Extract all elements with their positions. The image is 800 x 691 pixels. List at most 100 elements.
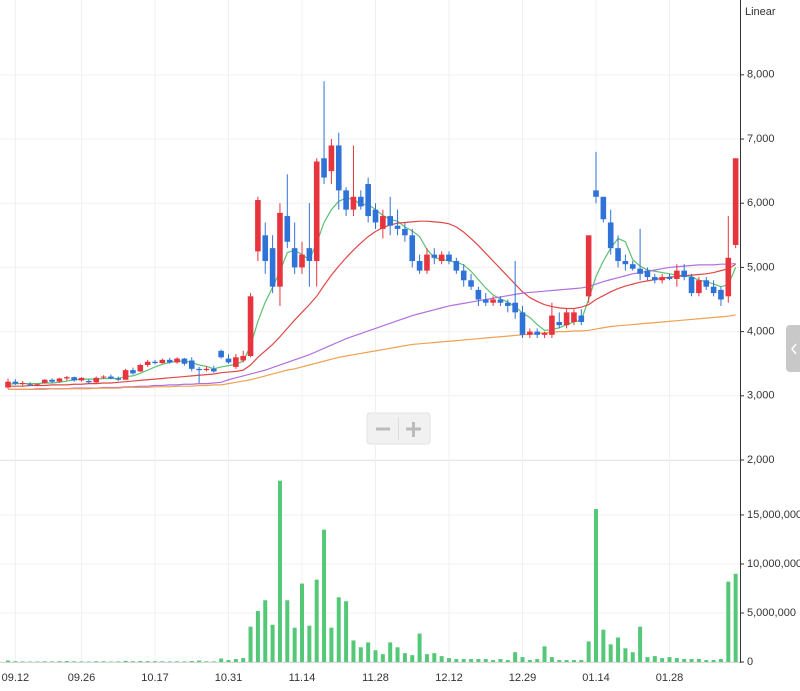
candle-body [666, 277, 673, 279]
volume-bar [513, 652, 518, 662]
candle-body [431, 254, 438, 258]
candle-body [394, 225, 401, 229]
volume-bar [153, 661, 157, 662]
candle-body [64, 377, 70, 379]
candle-body [541, 332, 548, 335]
volume-bar [667, 657, 672, 662]
volume-bar [718, 659, 723, 662]
volume-bar [13, 661, 18, 662]
candle-body [644, 270, 651, 278]
candle-body [365, 183, 371, 217]
volume-bar [241, 658, 246, 662]
side-tab[interactable] [786, 325, 800, 372]
volume-bar [351, 640, 356, 662]
candle-body [460, 270, 467, 281]
candle-body [284, 216, 291, 242]
candle-body [387, 216, 393, 226]
candle-body [108, 376, 114, 379]
candle-body [12, 381, 19, 384]
y2-tick-label: 0 [747, 656, 753, 668]
candle-body [585, 235, 592, 297]
candle-body [343, 190, 349, 210]
candle-body [358, 196, 364, 207]
volume-bar [571, 660, 576, 662]
volume-bar [366, 642, 371, 662]
volume-bar [277, 480, 282, 662]
x-tick-label: 01.28 [656, 672, 684, 684]
volume-bar [116, 661, 121, 662]
volume-bar [483, 659, 488, 662]
volume-bar [674, 658, 679, 662]
volume-bar [476, 659, 481, 662]
volume-bar [388, 642, 393, 662]
volume-bar [79, 661, 84, 662]
candle-body [100, 376, 107, 378]
volume-bar [498, 659, 503, 662]
candle-body [159, 359, 166, 364]
volume-bar [226, 660, 231, 662]
y-tick-label: 7,000 [747, 133, 775, 145]
x-tick-label: 12.12 [435, 672, 463, 684]
candle-body [372, 209, 379, 223]
volume-bar [50, 661, 55, 662]
volume-bar [322, 529, 327, 662]
volume-bar [505, 660, 510, 662]
volume-bar [263, 600, 268, 662]
moving-average-line [7, 197, 737, 385]
candle-body [34, 384, 41, 386]
volume-bar [594, 509, 598, 662]
y2-tick-label: 5,000,000 [747, 607, 796, 619]
y-tick-label: 4,000 [747, 326, 775, 338]
candle-body [306, 248, 313, 261]
candle-body [174, 358, 180, 363]
y-tick-label: 8,000 [747, 69, 775, 81]
candle-body [725, 257, 732, 297]
candle-body [181, 358, 188, 364]
volume-bar [527, 660, 532, 662]
candle-body [475, 289, 482, 300]
volume-bar [564, 660, 569, 662]
candle-body [512, 302, 518, 313]
volume-bar [616, 637, 621, 662]
candle-body [637, 268, 643, 274]
x-tick-label: 11.28 [362, 672, 389, 684]
volume-bar [175, 661, 180, 662]
volume-bar [726, 581, 731, 662]
x-tick-label: 10.31 [215, 672, 243, 684]
x-tick-label: 01.14 [582, 672, 610, 684]
scale-label: Linear [745, 6, 776, 18]
candle-body [196, 368, 202, 371]
volume-bar [704, 660, 709, 662]
volume-bar [94, 661, 99, 662]
volume-bar [160, 661, 165, 662]
candle-body [696, 280, 702, 294]
candle-body [277, 212, 283, 287]
candle-body [41, 379, 48, 383]
volume-bar [579, 660, 584, 662]
candle-body [203, 368, 210, 371]
candle-body [593, 190, 599, 197]
volume-bar [461, 659, 466, 662]
volume-bar [689, 659, 694, 662]
candle-body [211, 368, 217, 372]
volume-bar [652, 656, 657, 662]
candle-body [600, 196, 607, 220]
volume-bar [402, 653, 407, 662]
candle-body [607, 222, 614, 249]
volume-bar [380, 654, 385, 662]
candle-body [659, 277, 665, 281]
x-tick-label: 09.12 [2, 672, 30, 684]
volume-bar [454, 659, 459, 662]
candle-body [255, 200, 261, 252]
volume-bar [307, 625, 312, 662]
candle-body [674, 270, 680, 279]
volume-bar [57, 661, 62, 662]
volume-bar [197, 660, 202, 662]
candle-body [321, 158, 327, 178]
y-tick-label: 3,000 [747, 390, 775, 402]
x-tick-label: 10.17 [141, 672, 169, 684]
y-tick-label: 6,000 [747, 197, 775, 209]
volume-bar [211, 661, 216, 662]
